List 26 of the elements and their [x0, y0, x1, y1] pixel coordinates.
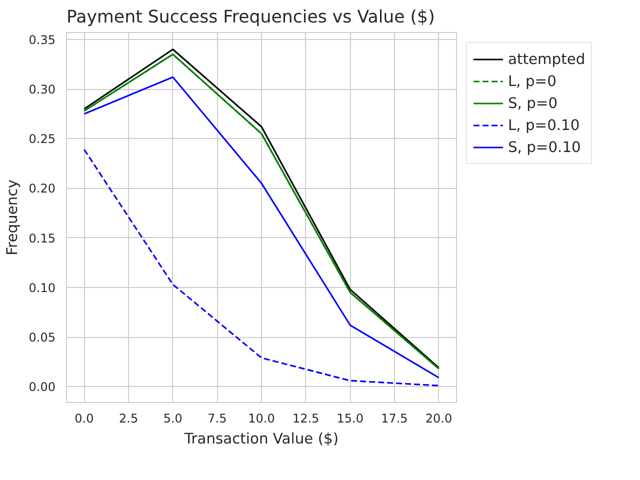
- legend-label: attempted: [508, 50, 586, 68]
- y-tick-label: 0.25: [28, 132, 56, 146]
- legend-label: S, p=0: [508, 94, 558, 112]
- y-tick-label: 0.00: [28, 380, 56, 394]
- y-tick-label: 0.35: [28, 32, 56, 47]
- y-tick-label: 0.30: [28, 82, 56, 97]
- chart-title: Payment Success Frequencies vs Value ($): [66, 8, 435, 28]
- x-axis-title: Transaction Value ($): [183, 430, 339, 448]
- line-series: [83, 148, 440, 386]
- y-tick-label: 0.05: [28, 330, 56, 345]
- x-tick-label: 20.0: [425, 412, 452, 426]
- y-tick-label: 0.10: [28, 280, 56, 295]
- x-tick-label: 15.0: [336, 412, 364, 426]
- legend-label: L, p=0.10: [508, 116, 580, 134]
- x-tick-label: 12.5: [292, 412, 320, 426]
- x-tick-label: 17.5: [381, 412, 408, 426]
- y-tick-label: 0.20: [28, 182, 56, 196]
- legend-label: S, p=0.10: [508, 138, 581, 156]
- x-tick-label: 0.0: [74, 412, 94, 426]
- legend-label: L, p=0: [508, 72, 556, 90]
- x-tick-label: 5.0: [163, 412, 182, 426]
- x-tick-label: 2.5: [119, 412, 138, 426]
- y-tick-label: 0.15: [28, 231, 56, 246]
- x-tick-label: 7.5: [208, 412, 227, 426]
- y-axis-title: Frequency: [4, 179, 21, 256]
- x-tick-label: 10.0: [248, 412, 275, 426]
